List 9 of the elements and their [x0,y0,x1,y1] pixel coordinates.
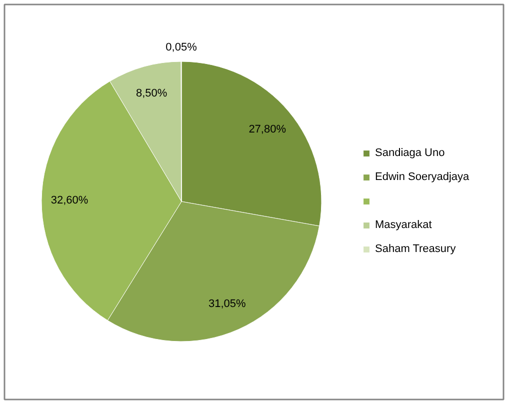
legend-label: Saham Treasury [375,242,456,256]
legend-label: Edwin Soeryadjaya [375,170,470,184]
legend-label: Sandiaga Uno [375,146,445,160]
data-label: 32,60% [50,194,88,206]
legend-label: Masyarakat [375,218,432,232]
data-label: 8,50% [136,88,168,100]
data-label: 27,80% [248,124,286,136]
data-label: 31,05% [208,298,246,310]
data-label: 0,05% [166,42,198,54]
